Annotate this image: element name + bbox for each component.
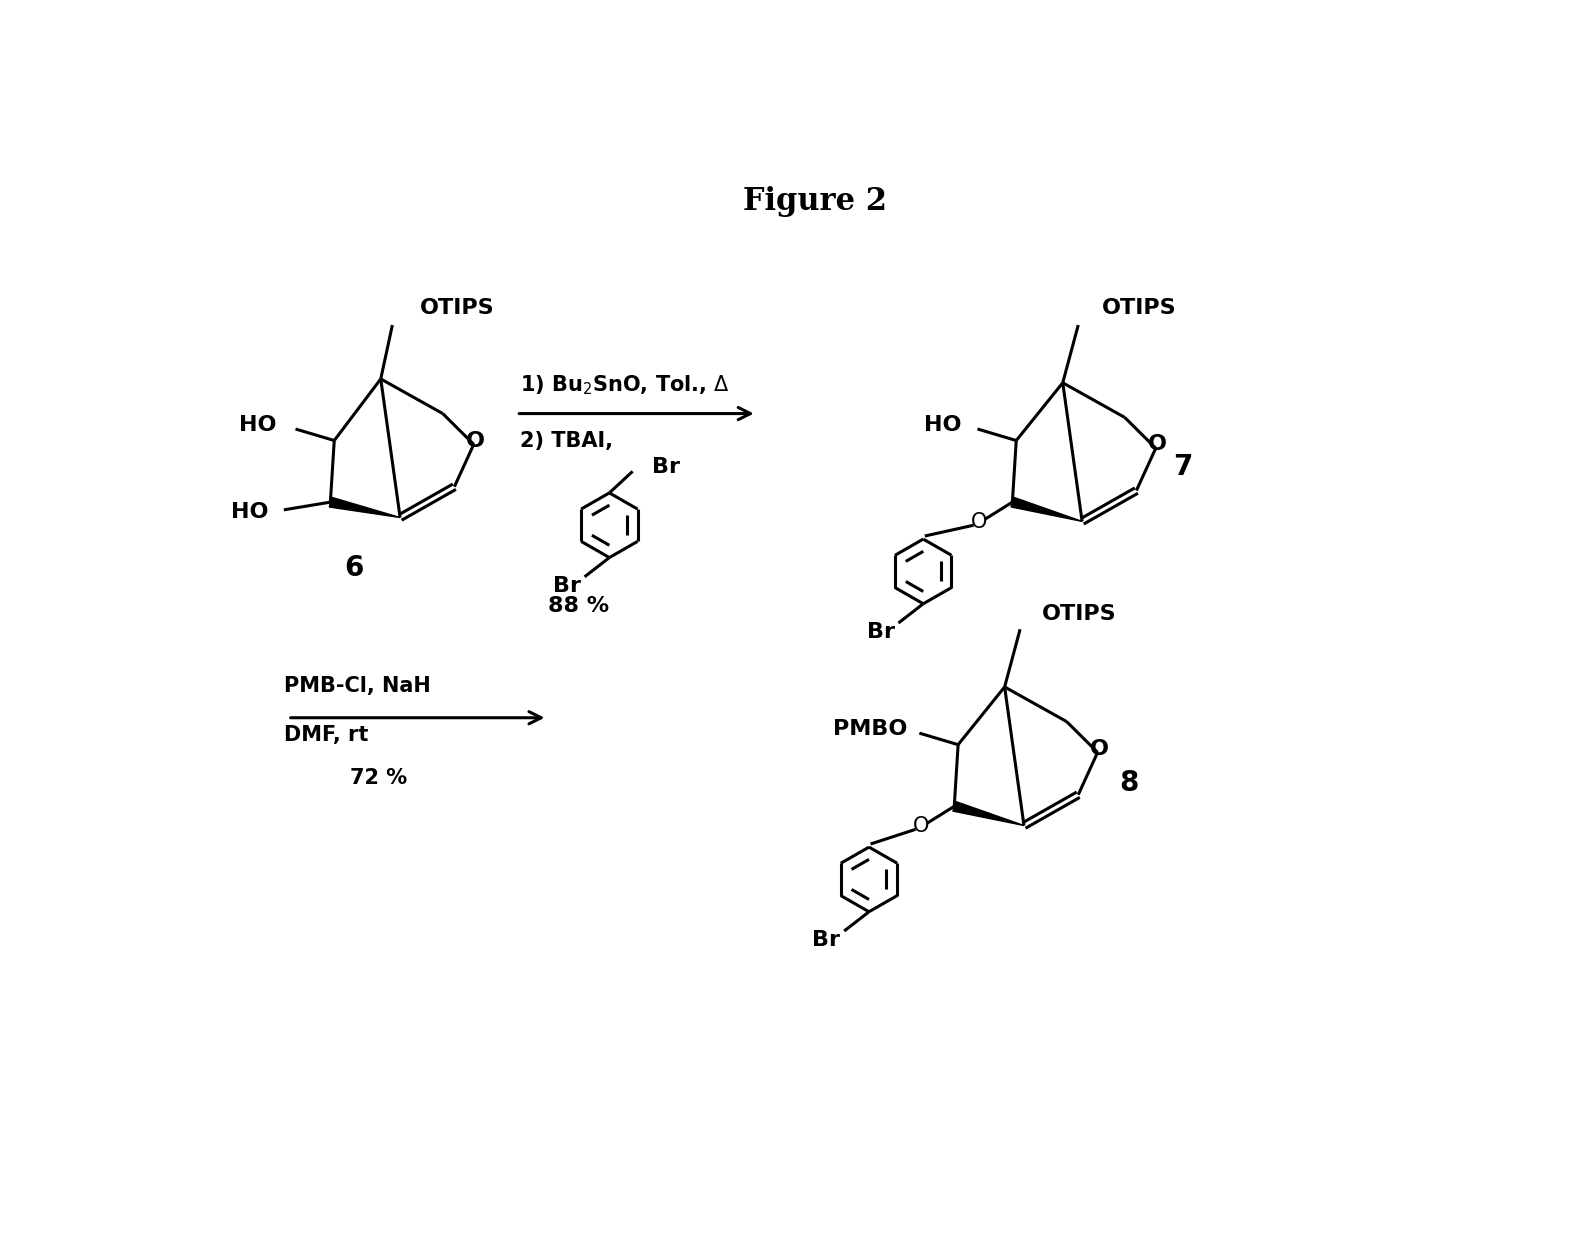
Text: PMBO: PMBO: [833, 720, 907, 739]
Text: HO: HO: [238, 416, 276, 436]
Text: OTIPS: OTIPS: [1101, 298, 1176, 318]
Text: O: O: [466, 431, 485, 451]
Text: O: O: [1090, 739, 1109, 759]
Text: 8: 8: [1119, 769, 1138, 798]
Text: Br: Br: [812, 930, 841, 950]
Text: 88 %: 88 %: [548, 596, 609, 616]
Text: Br: Br: [866, 622, 895, 642]
Text: O: O: [912, 816, 930, 836]
Polygon shape: [329, 497, 400, 517]
Text: OTIPS: OTIPS: [1042, 603, 1117, 623]
Text: O: O: [1147, 434, 1166, 454]
Text: 6: 6: [343, 553, 364, 582]
Text: HO: HO: [230, 502, 269, 522]
Text: 72 %: 72 %: [350, 767, 407, 788]
Text: Br: Br: [553, 576, 580, 596]
Text: DMF, rt: DMF, rt: [284, 725, 369, 745]
Polygon shape: [953, 801, 1023, 825]
Text: Figure 2: Figure 2: [742, 187, 887, 218]
Text: PMB-Cl, NaH: PMB-Cl, NaH: [284, 676, 431, 696]
Text: O: O: [971, 512, 987, 532]
Text: 1) Bu$_2$SnO, Tol., $\Delta$: 1) Bu$_2$SnO, Tol., $\Delta$: [520, 373, 731, 397]
Text: 2) TBAI,: 2) TBAI,: [520, 431, 613, 451]
Polygon shape: [1011, 497, 1082, 521]
Text: HO: HO: [925, 416, 961, 436]
Text: OTIPS: OTIPS: [419, 298, 494, 318]
Text: Br: Br: [651, 457, 680, 477]
Text: 7: 7: [1173, 453, 1193, 482]
